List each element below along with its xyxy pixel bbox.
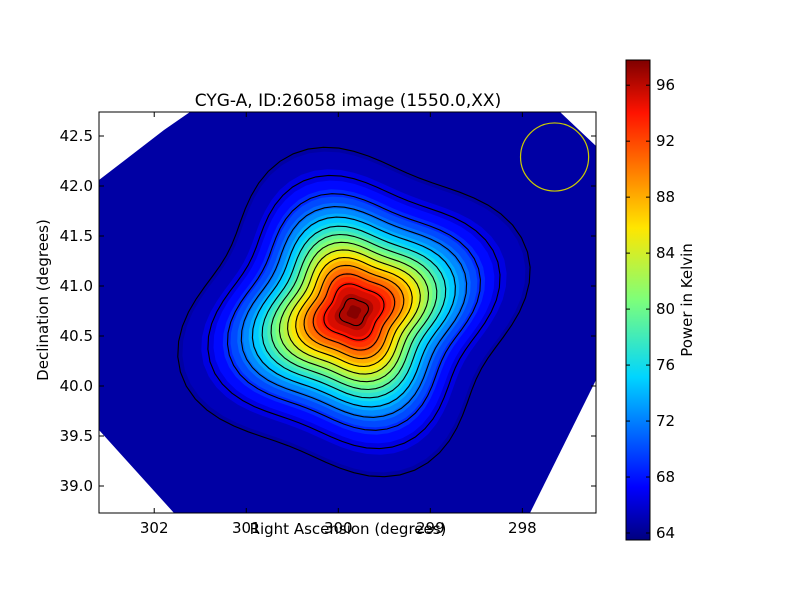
colorbar-gradient	[625, 59, 651, 541]
contour-line	[226, 193, 481, 431]
contour-line	[323, 283, 385, 341]
y-axis-label: Declination (degrees)	[34, 219, 52, 381]
colorbar-tick-label: 96	[656, 76, 675, 94]
x-axis-label: Right Ascension (degrees)	[250, 520, 447, 538]
contour-line	[240, 206, 468, 418]
contour-line	[278, 241, 430, 383]
y-tick-label: 40.5	[60, 327, 93, 345]
contour-line	[338, 297, 370, 327]
beam-circle	[519, 122, 590, 192]
colorbar-tick-label: 76	[656, 356, 675, 374]
colorbar-tick-label: 84	[656, 244, 675, 262]
x-tick-label: 299	[416, 519, 445, 537]
contour-line	[295, 256, 413, 368]
contour-line	[177, 146, 531, 478]
y-tick-label: 42.0	[60, 177, 93, 195]
y-tick-label: 42.5	[60, 127, 93, 145]
heatmap-image	[99, 112, 596, 513]
chart-title: CYG-A, ID:26058 image (1550.0,XX)	[195, 91, 501, 111]
heatmap-band	[346, 305, 362, 319]
x-tick-label: 301	[232, 519, 261, 537]
colorbar: 64 68 72 76 80 84 88 92 96 Power in Kelvin	[625, 59, 696, 542]
contour-line	[207, 174, 501, 450]
y-tick-label: 39.5	[60, 427, 93, 445]
contour-line	[251, 216, 456, 408]
contour-line	[303, 264, 405, 360]
x-tick-label: 298	[508, 519, 537, 537]
plot-frame	[98, 111, 597, 514]
colorbar-ticks: 64 68 72 76 80 84 88 92 96	[626, 76, 675, 542]
contour-line	[312, 273, 396, 351]
contour-lines	[177, 146, 531, 478]
x-axis: 302 301 300 299 298	[140, 112, 537, 537]
contour-line	[261, 225, 447, 399]
y-axis: 39.0 39.5 40.0 40.5 41.0 41.5 42.0 42.5	[60, 127, 596, 495]
colorbar-tick-label: 88	[656, 188, 675, 206]
contour-line	[287, 249, 421, 375]
colorbar-label: Power in Kelvin	[678, 243, 696, 357]
x-tick-label: 300	[324, 519, 353, 537]
colorbar-tick-label: 92	[656, 132, 675, 150]
y-tick-label: 40.0	[60, 377, 93, 395]
plot-area	[98, 111, 597, 514]
y-tick-label: 41.5	[60, 227, 93, 245]
colorbar-tick-label: 64	[656, 524, 675, 542]
colorbar-tick-label: 68	[656, 468, 675, 486]
y-tick-label: 39.0	[60, 477, 93, 495]
colorbar-tick-label: 80	[656, 300, 675, 318]
x-tick-label: 302	[140, 519, 169, 537]
contour-line	[270, 233, 438, 391]
colorbar-tick-label: 72	[656, 412, 675, 430]
y-tick-label: 41.0	[60, 277, 93, 295]
